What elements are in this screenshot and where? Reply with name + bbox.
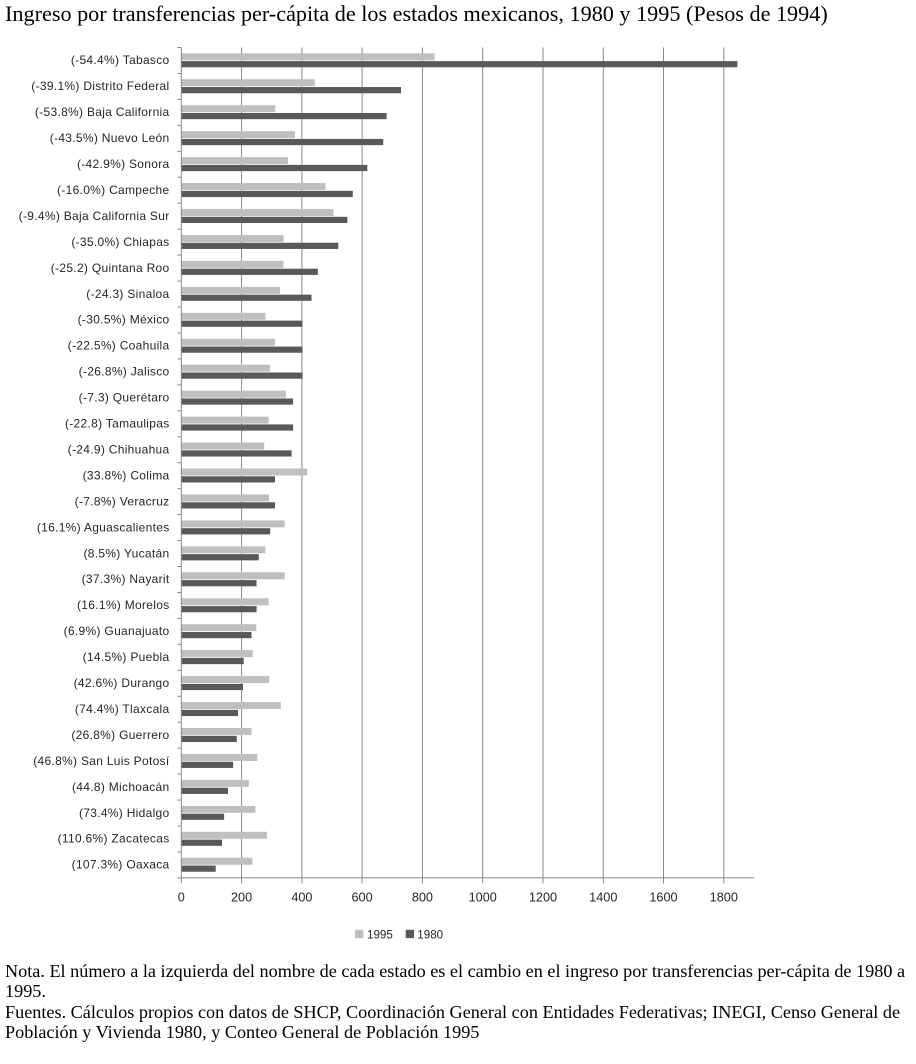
svg-text:(107.3%) Oaxaca: (107.3%) Oaxaca [72, 858, 170, 872]
svg-text:(-24.9) Chihuahua: (-24.9) Chihuahua [68, 442, 170, 456]
svg-text:1995: 1995 [367, 929, 393, 942]
svg-text:(-35.0%) Chiapas: (-35.0%) Chiapas [71, 235, 169, 249]
svg-text:1400: 1400 [589, 891, 617, 905]
svg-text:(42.6%) Durango: (42.6%) Durango [74, 676, 170, 690]
svg-text:800: 800 [412, 891, 433, 905]
svg-text:1980: 1980 [417, 929, 443, 942]
svg-text:1200: 1200 [529, 891, 557, 905]
svg-text:400: 400 [291, 891, 312, 905]
svg-text:(-53.8%) Baja California: (-53.8%) Baja California [35, 105, 170, 119]
svg-text:(33.8%) Colima: (33.8%) Colima [83, 468, 170, 482]
svg-text:(16.1%) Morelos: (16.1%) Morelos [77, 598, 170, 612]
svg-text:(74.4%) Tlaxcala: (74.4%) Tlaxcala [75, 702, 170, 716]
svg-text:(-30.5%) México: (-30.5%) México [78, 313, 170, 327]
svg-text:(46.8%) San Luis Potosí: (46.8%) San Luis Potosí [33, 754, 170, 768]
svg-text:(26.8%) Guerrero: (26.8%) Guerrero [71, 728, 169, 742]
svg-text:(-42.9%) Sonora: (-42.9%) Sonora [77, 157, 170, 171]
svg-text:(-7.3) Querétaro: (-7.3) Querétaro [79, 391, 170, 405]
svg-text:(8.5%) Yucatán: (8.5%) Yucatán [83, 546, 169, 560]
svg-text:200: 200 [231, 891, 252, 905]
svg-text:1800: 1800 [710, 891, 738, 905]
svg-text:(-24.3) Sinaloa: (-24.3) Sinaloa [86, 287, 169, 301]
svg-text:(-9.4%) Baja California Sur: (-9.4%) Baja California Sur [19, 209, 170, 223]
svg-text:(-22.5%) Coahuila: (-22.5%) Coahuila [68, 339, 170, 353]
svg-text:(110.6%) Zacatecas: (110.6%) Zacatecas [58, 832, 170, 846]
svg-text:(-54.4%) Tabasco: (-54.4%) Tabasco [71, 53, 170, 67]
svg-text:(-39.1%) Distrito Federal: (-39.1%) Distrito Federal [31, 79, 169, 93]
svg-text:1600: 1600 [649, 891, 677, 905]
svg-text:(-22.8) Tamaulipas: (-22.8) Tamaulipas [65, 417, 170, 431]
svg-text:(-26.8%) Jalisco: (-26.8%) Jalisco [79, 365, 170, 379]
svg-text:(-7.8%) Veracruz: (-7.8%) Veracruz [75, 494, 170, 508]
svg-text:(73.4%) Hidalgo: (73.4%) Hidalgo [79, 806, 170, 820]
svg-text:(44.8) Michoacán: (44.8) Michoacán [72, 780, 170, 794]
svg-text:(-16.0%) Campeche: (-16.0%) Campeche [57, 183, 170, 197]
svg-text:(-43.5%) Nuevo León: (-43.5%) Nuevo León [50, 131, 170, 145]
svg-text:1000: 1000 [469, 891, 497, 905]
svg-text:(16.1%) Aguascalientes: (16.1%) Aguascalientes [37, 520, 170, 534]
svg-text:(14.5%) Puebla: (14.5%) Puebla [83, 650, 170, 664]
svg-text:0: 0 [178, 891, 185, 905]
svg-text:600: 600 [352, 891, 373, 905]
svg-text:(37.3%) Nayarit: (37.3%) Nayarit [82, 572, 170, 586]
svg-text:(-25.2) Quintana Roo: (-25.2) Quintana Roo [51, 261, 170, 275]
svg-text:(6.9%) Guanajuato: (6.9%) Guanajuato [64, 624, 170, 638]
